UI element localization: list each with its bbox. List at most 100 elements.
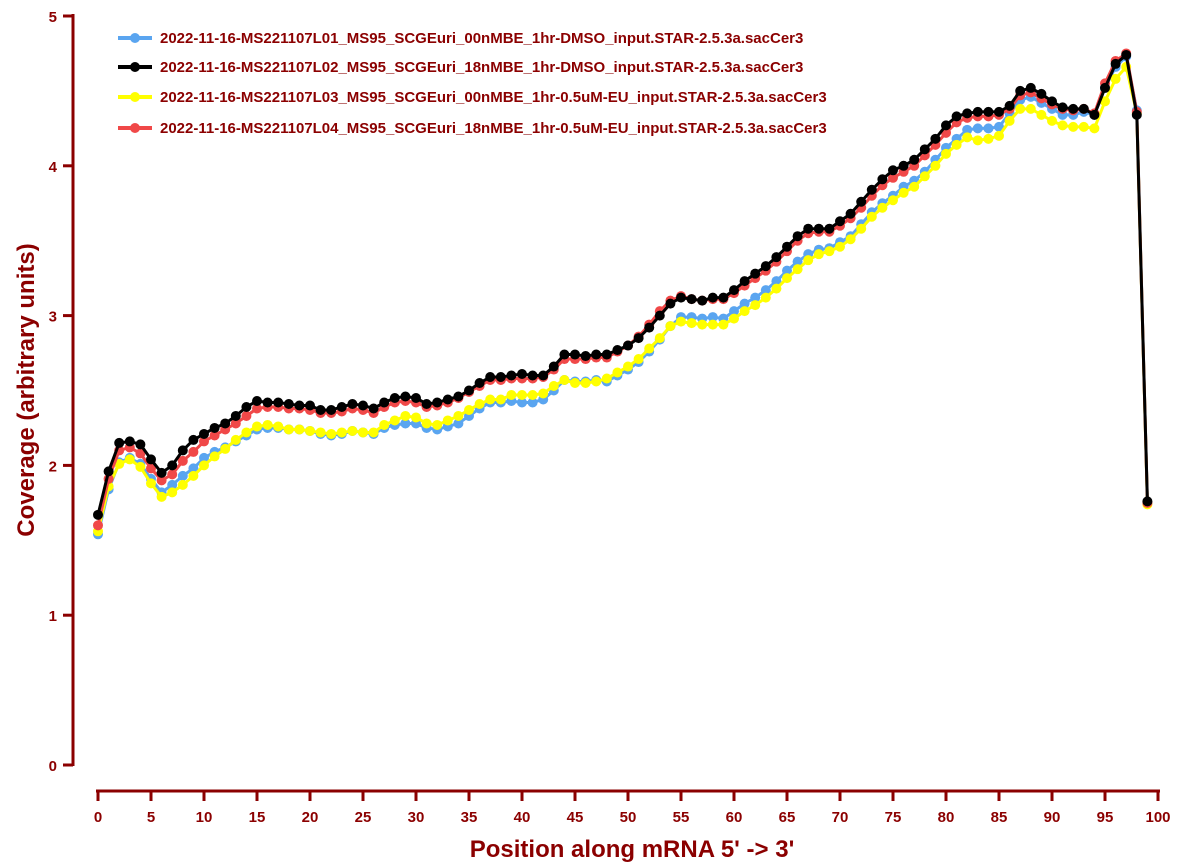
data-point	[591, 376, 602, 387]
data-point	[167, 460, 178, 471]
data-point	[782, 265, 792, 276]
data-point	[411, 412, 421, 423]
data-point	[124, 454, 135, 465]
data-point	[570, 349, 580, 360]
data-point	[782, 241, 792, 252]
legend-swatch-marker	[130, 62, 140, 72]
data-point	[644, 322, 655, 333]
data-point	[898, 160, 909, 171]
data-point	[199, 452, 209, 463]
data-point	[718, 319, 729, 330]
data-point	[411, 392, 421, 403]
data-point	[707, 292, 718, 303]
data-point	[273, 397, 284, 408]
x-tick-label: 70	[832, 809, 849, 826]
data-point	[856, 223, 867, 234]
data-point	[983, 123, 994, 134]
data-point	[909, 181, 920, 192]
data-point	[1036, 109, 1047, 120]
data-point	[241, 401, 252, 412]
data-point	[962, 132, 973, 143]
data-point	[580, 378, 591, 389]
data-point	[1025, 82, 1036, 93]
data-point	[506, 389, 517, 400]
data-point	[517, 389, 527, 400]
data-point	[909, 154, 920, 165]
data-point	[803, 255, 814, 266]
data-point	[230, 434, 241, 445]
data-point	[888, 172, 898, 183]
data-point	[718, 292, 729, 303]
data-point	[241, 410, 252, 421]
data-point	[729, 285, 739, 296]
data-point	[792, 231, 803, 242]
data-point	[845, 234, 856, 245]
data-point	[580, 351, 591, 362]
data-point	[400, 418, 411, 429]
data-point	[835, 216, 845, 227]
data-point	[199, 436, 209, 447]
data-point	[676, 292, 686, 303]
legend-swatch-marker	[130, 33, 140, 43]
data-point	[358, 427, 368, 438]
data-point	[93, 509, 103, 520]
data-point	[782, 273, 792, 284]
legend-label: 2022-11-16-MS221107L01_MS95_SCGEuri_00nM…	[160, 30, 803, 47]
data-point	[612, 367, 623, 378]
data-point	[294, 400, 305, 411]
data-point	[888, 195, 898, 206]
data-point	[1057, 102, 1068, 113]
x-tick-label: 65	[779, 809, 796, 826]
data-point	[464, 385, 474, 396]
data-point	[220, 418, 231, 429]
data-point	[750, 268, 761, 279]
data-point	[517, 397, 527, 408]
data-point	[432, 397, 443, 408]
data-point	[421, 398, 432, 409]
data-point	[951, 139, 962, 150]
data-point	[994, 121, 1004, 132]
data-point	[336, 427, 347, 438]
data-point	[379, 419, 390, 430]
data-point	[686, 294, 697, 305]
data-point	[559, 375, 570, 386]
y-tick-label: 4	[49, 159, 58, 176]
data-point	[315, 427, 326, 438]
data-point	[209, 422, 220, 433]
data-point	[866, 211, 877, 222]
data-point	[230, 418, 241, 429]
data-point	[898, 187, 909, 198]
data-point	[421, 418, 432, 429]
data-point	[453, 391, 464, 402]
data-point	[824, 223, 835, 234]
data-point	[548, 381, 559, 392]
data-point	[167, 487, 178, 498]
x-tick-label: 95	[1097, 809, 1114, 826]
data-point	[665, 298, 676, 309]
data-point	[760, 292, 771, 303]
x-tick-label: 5	[147, 809, 155, 826]
x-tick-label: 15	[249, 809, 266, 826]
data-point	[220, 443, 231, 454]
data-point	[1131, 109, 1142, 120]
legend-label: 2022-11-16-MS221107L03_MS95_SCGEuri_00nM…	[160, 89, 827, 106]
data-point	[1089, 123, 1100, 134]
data-point	[1100, 82, 1110, 93]
x-tick-label: 85	[991, 809, 1008, 826]
data-point	[326, 428, 337, 439]
data-point	[771, 276, 782, 287]
data-point	[877, 174, 888, 185]
y-tick-label: 3	[49, 309, 57, 326]
data-point	[866, 184, 877, 195]
data-point	[760, 261, 771, 272]
data-point	[283, 398, 294, 409]
data-point	[209, 430, 220, 441]
data-point	[813, 249, 824, 260]
data-point	[336, 401, 347, 412]
data-point	[771, 283, 782, 294]
data-point	[760, 285, 771, 296]
data-point	[453, 410, 464, 421]
data-point	[442, 394, 453, 405]
data-point	[93, 520, 103, 531]
data-point	[262, 397, 273, 408]
